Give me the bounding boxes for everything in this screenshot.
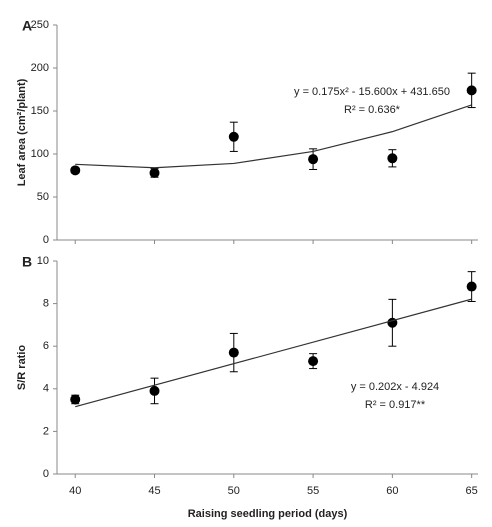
y-tick-label: 100	[31, 148, 49, 160]
point	[228, 347, 239, 358]
x-axis-label: Raising seedling period (days)	[188, 508, 348, 520]
x-tick-label: 65	[466, 485, 478, 497]
point	[149, 385, 160, 396]
point	[70, 165, 81, 176]
panel-label: B	[22, 254, 32, 270]
y-tick-label: 10	[37, 255, 49, 267]
y-tick-label: 250	[31, 19, 49, 31]
point	[308, 154, 319, 165]
equation: y = 0.175x² - 15.600x + 431.650	[294, 86, 450, 98]
x-tick-label: 40	[69, 485, 81, 497]
r-squared: R² = 0.917**	[365, 399, 426, 411]
x-tick-label: 45	[148, 485, 160, 497]
point	[228, 131, 239, 142]
point	[387, 153, 398, 164]
y-tick-label: 200	[31, 62, 49, 74]
point	[149, 167, 160, 178]
point	[70, 394, 81, 405]
y-tick-label: 2	[43, 425, 49, 437]
point	[466, 281, 477, 292]
y-tick-label: 0	[43, 234, 49, 246]
equation: y = 0.202x - 4.924	[351, 381, 439, 393]
trendline	[75, 104, 472, 169]
y-tick-label: 50	[37, 191, 49, 203]
r-squared: R² = 0.636*	[344, 104, 401, 116]
y-axis-label: Leaf area (cm²/plant)	[16, 78, 28, 186]
trendline	[75, 298, 472, 408]
y-tick-label: 4	[43, 383, 49, 395]
y-tick-label: 6	[43, 340, 49, 352]
x-tick-label: 60	[386, 485, 398, 497]
point	[308, 356, 319, 367]
x-tick-label: 50	[228, 485, 240, 497]
y-tick-label: 8	[43, 298, 49, 310]
point	[466, 85, 477, 96]
y-tick-label: 0	[43, 468, 49, 480]
y-axis-label: S/R ratio	[16, 345, 28, 391]
panel-label: A	[22, 18, 32, 34]
y-tick-label: 150	[31, 105, 49, 117]
x-tick-label: 55	[307, 485, 319, 497]
